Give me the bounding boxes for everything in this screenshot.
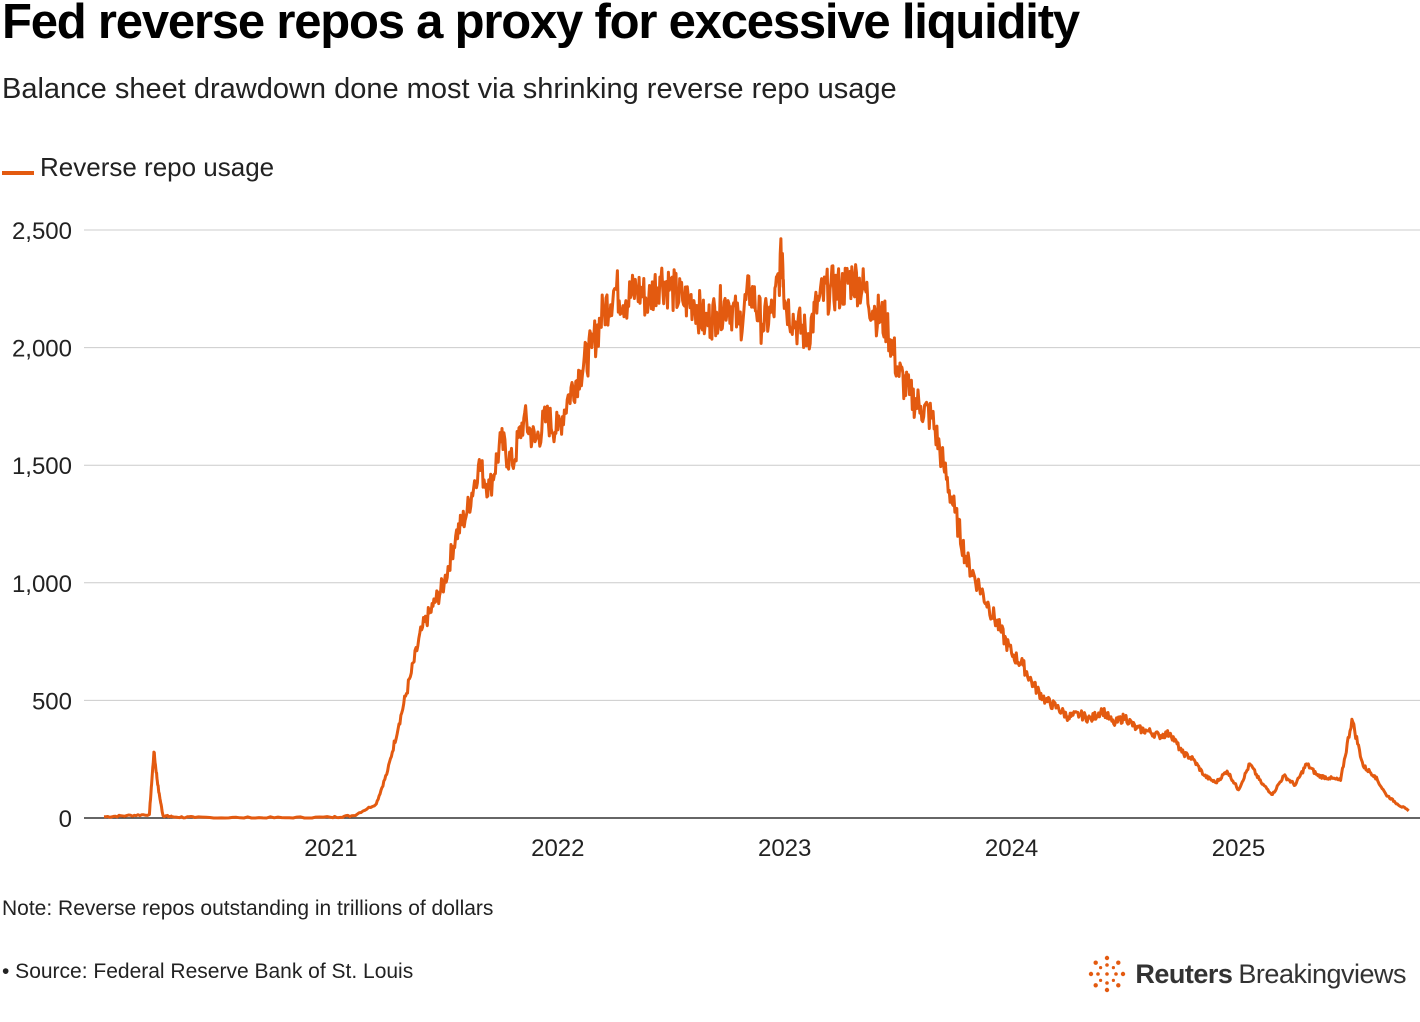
series-layer <box>103 237 1410 820</box>
line-chart: 0 500 1,000 1,500 2,000 2,500 2021 2022 2023 2024… <box>12 218 1420 862</box>
x-tick-label: 2021 <box>304 835 357 862</box>
x-tick-label: 2025 <box>1212 835 1265 862</box>
y-tick-label: 0 <box>59 806 72 833</box>
y-tick-label: 2,000 <box>12 336 72 363</box>
reuters-dot-logo-icon <box>1089 955 1126 993</box>
chart-note: Note: Reverse repos outstanding in trill… <box>2 897 494 920</box>
chart-source: • Source: Federal Reserve Bank of St. Lo… <box>2 960 414 983</box>
x-tick-label: 2024 <box>985 835 1038 862</box>
chart-subtitle: Balance sheet drawdown done most via shr… <box>2 73 897 105</box>
x-tick-label: 2023 <box>758 835 811 862</box>
y-tick-label: 2,500 <box>12 218 72 245</box>
chart-title: Fed reverse repos a proxy for excessive … <box>2 0 1080 49</box>
legend-label: Reverse repo usage <box>40 152 275 182</box>
y-tick-label: 1,000 <box>12 571 72 598</box>
grid-layer <box>84 229 1420 819</box>
y-tick-label: 1,500 <box>12 453 72 480</box>
series-line-reverse-repo-usage <box>103 237 1410 820</box>
brand-breakingviews: Breakingviews <box>1238 958 1406 989</box>
y-tick-label: 500 <box>32 688 72 715</box>
brand-logo: Reuters Breakingviews <box>1087 954 1406 994</box>
legend-swatch <box>2 170 34 175</box>
brand-reuters: Reuters <box>1135 958 1233 989</box>
x-tick-label: 2022 <box>531 835 584 862</box>
tick-layer: 0 500 1,000 1,500 2,000 2,500 2021 2022 2023 2024… <box>12 218 1265 862</box>
legend: Reverse repo usage <box>2 152 274 183</box>
